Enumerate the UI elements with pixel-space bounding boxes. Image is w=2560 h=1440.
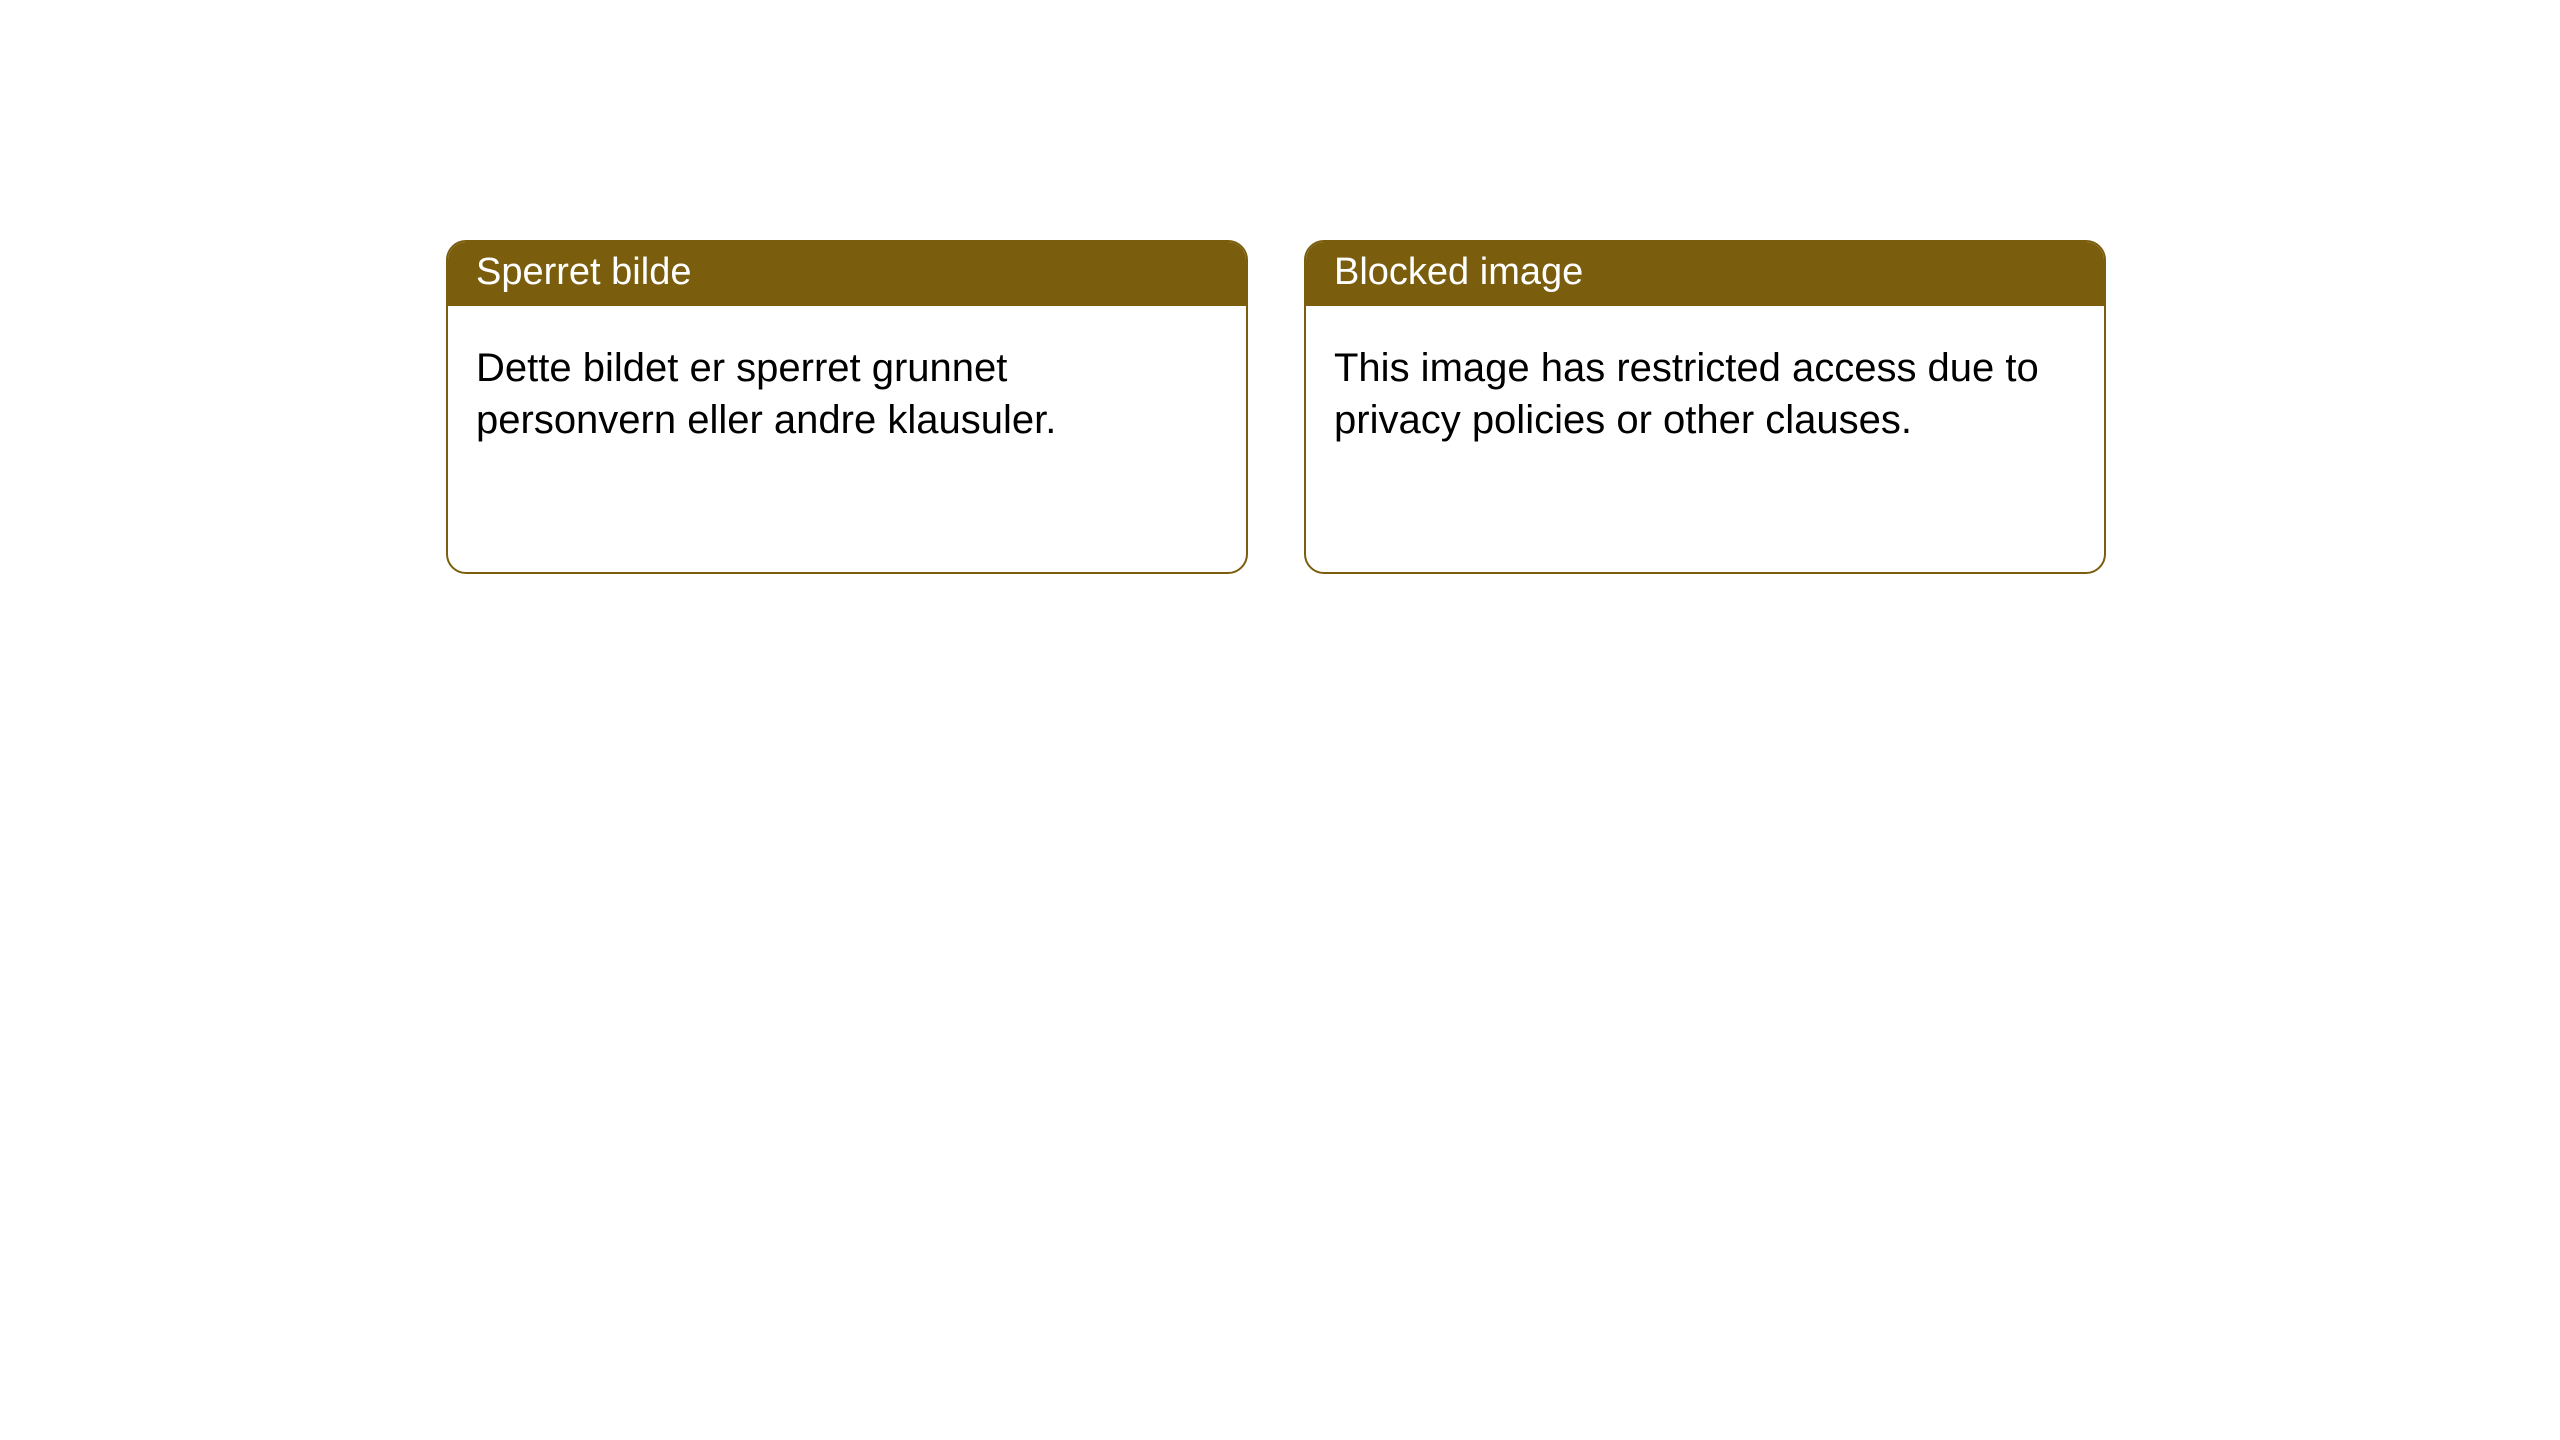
notice-container: Sperret bilde Dette bildet er sperret gr…: [0, 0, 2560, 574]
notice-card-norwegian: Sperret bilde Dette bildet er sperret gr…: [446, 240, 1248, 574]
notice-card-title: Blocked image: [1306, 242, 2104, 306]
notice-card-english: Blocked image This image has restricted …: [1304, 240, 2106, 574]
notice-card-title: Sperret bilde: [448, 242, 1246, 306]
notice-card-body: Dette bildet er sperret grunnet personve…: [448, 306, 1246, 482]
notice-card-body: This image has restricted access due to …: [1306, 306, 2104, 482]
